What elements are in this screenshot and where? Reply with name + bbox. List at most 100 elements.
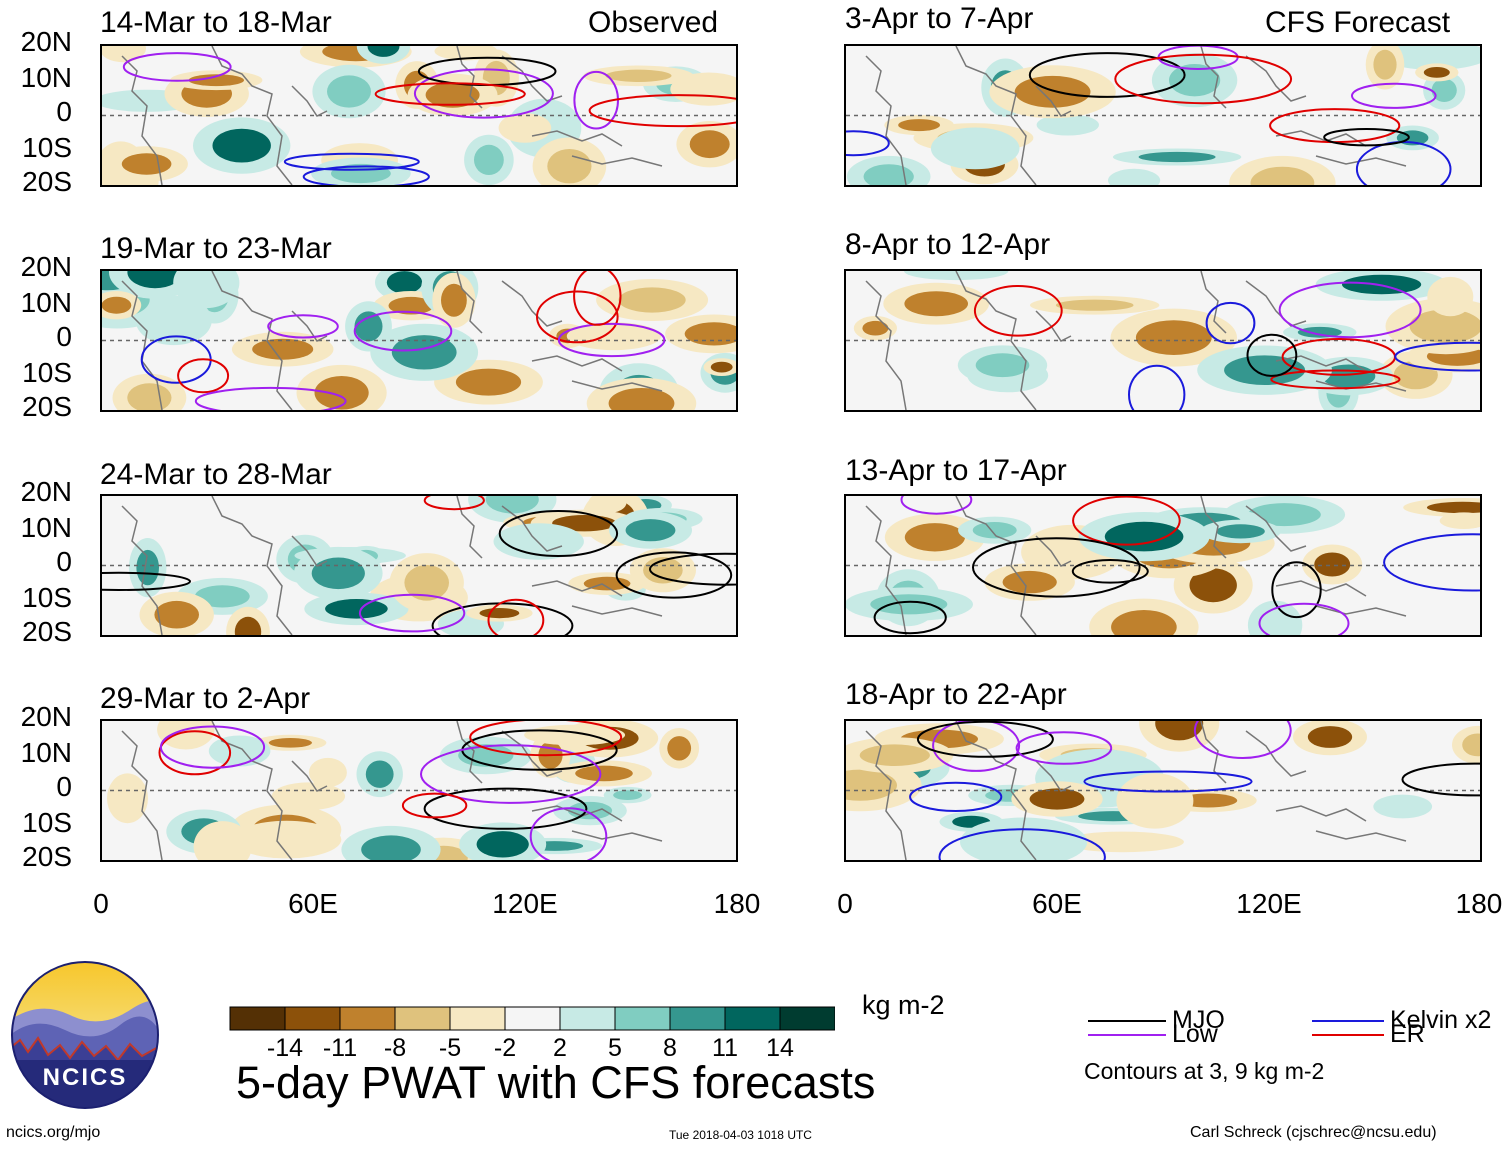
coastline [291, 310, 328, 342]
wave-contour [401, 792, 468, 819]
coastline [211, 46, 293, 185]
pwat-anomaly-shading [108, 46, 137, 57]
wave-contour [588, 94, 736, 128]
coastline [955, 721, 1037, 860]
panel-title-4: 29-Mar to 2-Apr [100, 682, 311, 715]
lat-label-10n: 10N [20, 62, 72, 93]
pwat-anomaly-shading [618, 287, 686, 313]
coastline [121, 280, 163, 410]
colorbar-swatch [339, 1006, 396, 1031]
pwat-anomaly-shading [386, 271, 423, 294]
colorbar [229, 1006, 836, 1037]
pwat-anomaly-shading [455, 368, 522, 396]
colorbar-swatch [284, 1006, 341, 1031]
panel-title-1: 14-Mar to 18-Mar [100, 6, 332, 39]
pwat-anomaly-shading [361, 835, 421, 860]
map-panel-6 [844, 269, 1482, 412]
wave-contour [423, 496, 485, 511]
colorbar-tick-label: 8 [663, 1034, 677, 1062]
coastline [865, 505, 907, 635]
wave-contour [158, 730, 232, 776]
coastline [1200, 496, 1227, 559]
wave-contour [374, 82, 526, 106]
wave-contour [267, 314, 339, 339]
pwat-anomaly-shading [136, 549, 159, 586]
colorbar-tick-label: 11 [712, 1034, 738, 1062]
pwat-anomaly-shading [286, 788, 331, 805]
lat-label-20s: 20S [22, 841, 72, 872]
coastline [865, 280, 907, 410]
pwat-anomaly-shading [212, 128, 271, 163]
pwat-anomaly-shading [684, 322, 736, 346]
pwat-anomaly-shading [870, 594, 948, 615]
wave-contour [302, 165, 430, 185]
pwat-anomaly-shading [1135, 320, 1212, 355]
lat-label-10n: 10N [20, 287, 72, 318]
legend-label-er: ER [1390, 1020, 1425, 1048]
coastline [1315, 605, 1407, 617]
map-panel-5 [844, 44, 1482, 187]
wave-contour [1193, 721, 1292, 759]
pwat-anomaly-shading [1014, 75, 1091, 108]
observed-label: Observed [588, 6, 719, 39]
wave-contour [536, 290, 619, 344]
lon-label-right-0: 0 [837, 888, 853, 919]
colorbar-tick-label: 2 [553, 1034, 567, 1062]
wave-contour [649, 552, 736, 586]
wave-contour [1083, 770, 1253, 793]
pwat-anomaly-shading [613, 790, 642, 800]
lat-label-10s: 10S [22, 582, 72, 613]
coastline [1315, 155, 1407, 167]
pwat-anomaly-shading [904, 291, 968, 317]
map-panel-8 [844, 719, 1482, 862]
pwat-anomaly-shading [1431, 78, 1457, 102]
wave-contour [1271, 561, 1322, 619]
footer-author: Carl Schreck (cjschrec@ncsu.edu) [1190, 1124, 1437, 1141]
wave-contour [122, 52, 232, 82]
coastline [456, 271, 483, 334]
colorbar-swatch [449, 1006, 506, 1031]
pwat-anomaly-shading [404, 565, 450, 601]
pwat-anomaly-shading [1409, 309, 1480, 343]
pwat-anomaly-shading [667, 736, 692, 761]
wave-contour [1270, 369, 1401, 390]
pwat-anomaly-shading [1118, 173, 1150, 185]
pwat-anomaly-shading [925, 271, 988, 277]
lat-label-20n: 20N [20, 476, 72, 507]
wave-contour [1258, 602, 1350, 635]
pwat-anomaly-shading [1029, 788, 1085, 810]
coastline [955, 46, 1037, 185]
coastline [1035, 760, 1072, 792]
pwat-anomaly-shading [972, 522, 1017, 539]
wave-contour [1072, 496, 1181, 546]
wave-contour [615, 551, 733, 599]
pwat-anomaly-shading [252, 338, 314, 360]
coastline [456, 721, 483, 784]
pwat-anomaly-shading [1401, 46, 1468, 64]
pwat-anomaly-shading [898, 119, 940, 132]
lat-label-10n: 10N [20, 512, 72, 543]
wave-contour [1401, 762, 1480, 797]
pwat-anomaly-shading [1297, 326, 1342, 338]
wave-contour [972, 537, 1141, 598]
pwat-anomaly-shading [985, 827, 1062, 857]
pwat-anomaly-shading [354, 311, 383, 342]
map-panel-2 [100, 269, 738, 412]
wave-contour [1246, 333, 1298, 377]
pwat-anomaly-shading [121, 153, 172, 175]
wave-contour [1394, 341, 1480, 372]
pwat-anomaly-shading [127, 271, 183, 289]
pwat-anomaly-shading [1258, 610, 1292, 635]
lon-label-left-120e: 120E [492, 888, 558, 919]
wave-contour [1028, 52, 1186, 98]
coastline [955, 271, 1037, 410]
legend-line-low [1088, 1034, 1166, 1036]
coastline [1275, 580, 1367, 597]
lat-label-20n: 20N [20, 251, 72, 282]
pwat-anomaly-shading [1138, 151, 1216, 163]
footer-url[interactable]: ncics.org/mjo [6, 1124, 101, 1141]
pwat-anomaly-shading [710, 361, 733, 373]
coastline [1245, 730, 1307, 777]
pwat-anomaly-shading [863, 164, 914, 185]
logo-text: NCICS [43, 1064, 128, 1091]
